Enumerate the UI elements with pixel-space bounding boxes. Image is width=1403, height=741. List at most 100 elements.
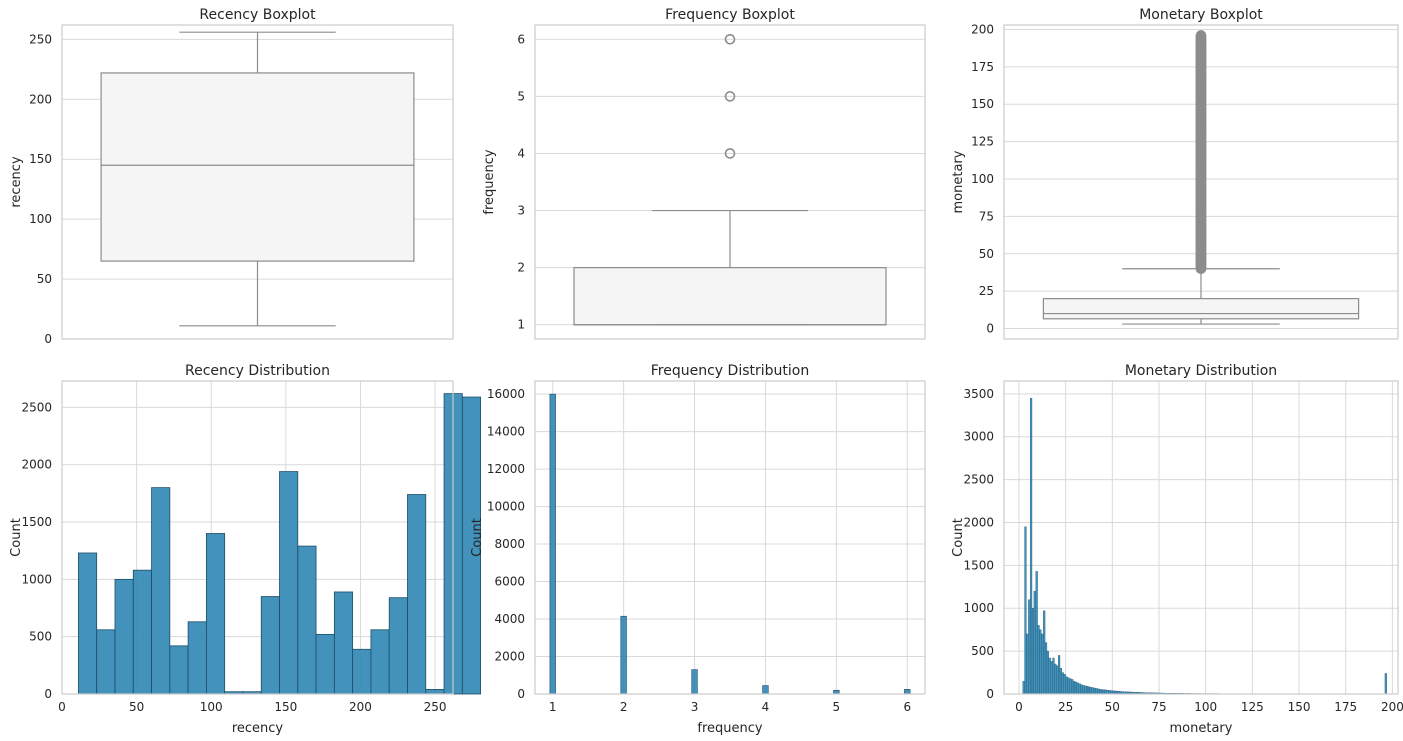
histogram-bar <box>1052 657 1055 695</box>
y-tick-label: 6000 <box>494 575 525 589</box>
histogram-bar <box>1086 686 1089 695</box>
y-tick-label: 0 <box>517 687 525 701</box>
x-tick-label: 4 <box>762 700 770 714</box>
histogram-bar <box>1099 689 1102 695</box>
y-tick-label: 25 <box>979 284 994 298</box>
histogram-bar <box>1039 629 1042 695</box>
outlier-point <box>724 33 736 45</box>
histogram-bar <box>1029 398 1033 695</box>
histogram-bar <box>1087 686 1091 695</box>
outlier-point <box>1195 30 1207 41</box>
x-tick-label: 200 <box>1381 700 1403 714</box>
histogram-bar <box>1089 686 1092 695</box>
y-axis-label: Count <box>470 518 485 557</box>
y-tick-label: 2500 <box>21 400 52 414</box>
axes-frame <box>1003 24 1399 340</box>
y-tick-label: 2000 <box>494 650 525 664</box>
histogram-bar <box>1061 672 1064 695</box>
y-tick-label: 5 <box>517 89 525 103</box>
y-tick-label: 100 <box>971 172 994 186</box>
y-tick-label: 200 <box>29 92 52 106</box>
x-tick-label: 200 <box>349 700 372 714</box>
x-tick-label: 1 <box>549 700 557 714</box>
y-tick-label: 500 <box>29 630 52 644</box>
histogram-bar <box>549 393 556 695</box>
histogram-bar <box>352 648 372 695</box>
y-axis-label: monetary <box>951 150 966 213</box>
y-tick-label: 2000 <box>963 515 994 529</box>
x-tick-label: 3 <box>691 700 699 714</box>
histogram-bar <box>1080 684 1083 695</box>
histogram-bar <box>1037 625 1040 695</box>
histogram-bar <box>1063 674 1066 695</box>
histogram-bar <box>1093 687 1096 695</box>
box-iqr <box>1042 298 1360 320</box>
axes-frame <box>61 380 454 695</box>
histogram-bar <box>1069 678 1072 695</box>
y-tick-label: 1000 <box>21 572 52 586</box>
histogram-bar <box>1041 633 1044 695</box>
y-tick-label: 0 <box>44 332 52 346</box>
x-tick-label: 0 <box>1015 700 1023 714</box>
histogram-bar <box>1033 590 1036 695</box>
y-tick-label: 125 <box>971 135 994 149</box>
y-tick-label: 50 <box>37 272 52 286</box>
histogram-bar <box>1095 688 1098 695</box>
chart-title: Monetary Boxplot <box>1139 7 1263 23</box>
histogram-bar <box>1065 676 1068 695</box>
chart-title: Frequency Distribution <box>651 363 809 379</box>
x-tick-label: 150 <box>1288 700 1311 714</box>
x-tick-label: 25 <box>1058 700 1073 714</box>
axes-frame <box>61 24 454 340</box>
histogram-bar <box>1024 526 1027 695</box>
axes-frame <box>534 24 926 340</box>
y-tick-label: 3500 <box>963 387 994 401</box>
outlier-point <box>724 148 736 159</box>
histogram-bar <box>1071 679 1074 695</box>
histogram-bar <box>1102 689 1105 695</box>
box-iqr <box>573 267 887 326</box>
y-tick-label: 4 <box>517 146 525 160</box>
y-tick-label: 200 <box>971 22 994 36</box>
y-tick-label: 1500 <box>963 558 994 572</box>
y-tick-label: 3000 <box>963 430 994 444</box>
histogram-bar <box>1044 642 1048 695</box>
monetary-distribution-panel: Monetary Distribution0500100015002000250… <box>951 363 1403 736</box>
histogram-bar <box>205 533 226 695</box>
histogram-bar <box>762 685 769 695</box>
y-tick-label: 16000 <box>487 387 525 401</box>
y-tick-label: 0 <box>986 322 994 336</box>
histogram-bar <box>1056 665 1059 695</box>
histogram-bar <box>333 591 354 695</box>
x-tick-label: 150 <box>274 700 297 714</box>
histogram-bar <box>132 569 152 695</box>
y-tick-label: 6 <box>517 32 525 46</box>
histogram-bar <box>1384 673 1387 695</box>
histogram-bar <box>1048 657 1051 695</box>
y-tick-label: 250 <box>29 32 52 46</box>
y-tick-label: 0 <box>986 687 994 701</box>
chart-title: Recency Distribution <box>185 363 330 379</box>
x-tick-label: 6 <box>903 700 911 714</box>
histogram-bar <box>1100 689 1104 695</box>
histogram-bar <box>1091 687 1094 695</box>
histogram-bar <box>1035 571 1038 695</box>
x-tick-label: 100 <box>200 700 223 714</box>
y-tick-label: 0 <box>44 687 52 701</box>
chart-title: Recency Boxplot <box>199 7 316 23</box>
y-tick-label: 2500 <box>963 473 994 487</box>
x-tick-label: 50 <box>129 700 144 714</box>
histogram-bar <box>114 578 134 695</box>
y-tick-label: 8000 <box>494 537 525 551</box>
chart-title: Frequency Boxplot <box>665 7 795 23</box>
y-axis-label: recency <box>9 156 24 208</box>
y-tick-label: 500 <box>971 644 994 658</box>
x-tick-label: 175 <box>1334 700 1357 714</box>
histogram-bar <box>78 552 98 695</box>
y-tick-label: 150 <box>971 97 994 111</box>
axes-frame <box>1003 380 1399 695</box>
histogram-bar <box>1082 685 1085 695</box>
x-tick-label: 75 <box>1151 700 1166 714</box>
histogram-bar <box>1084 685 1087 695</box>
